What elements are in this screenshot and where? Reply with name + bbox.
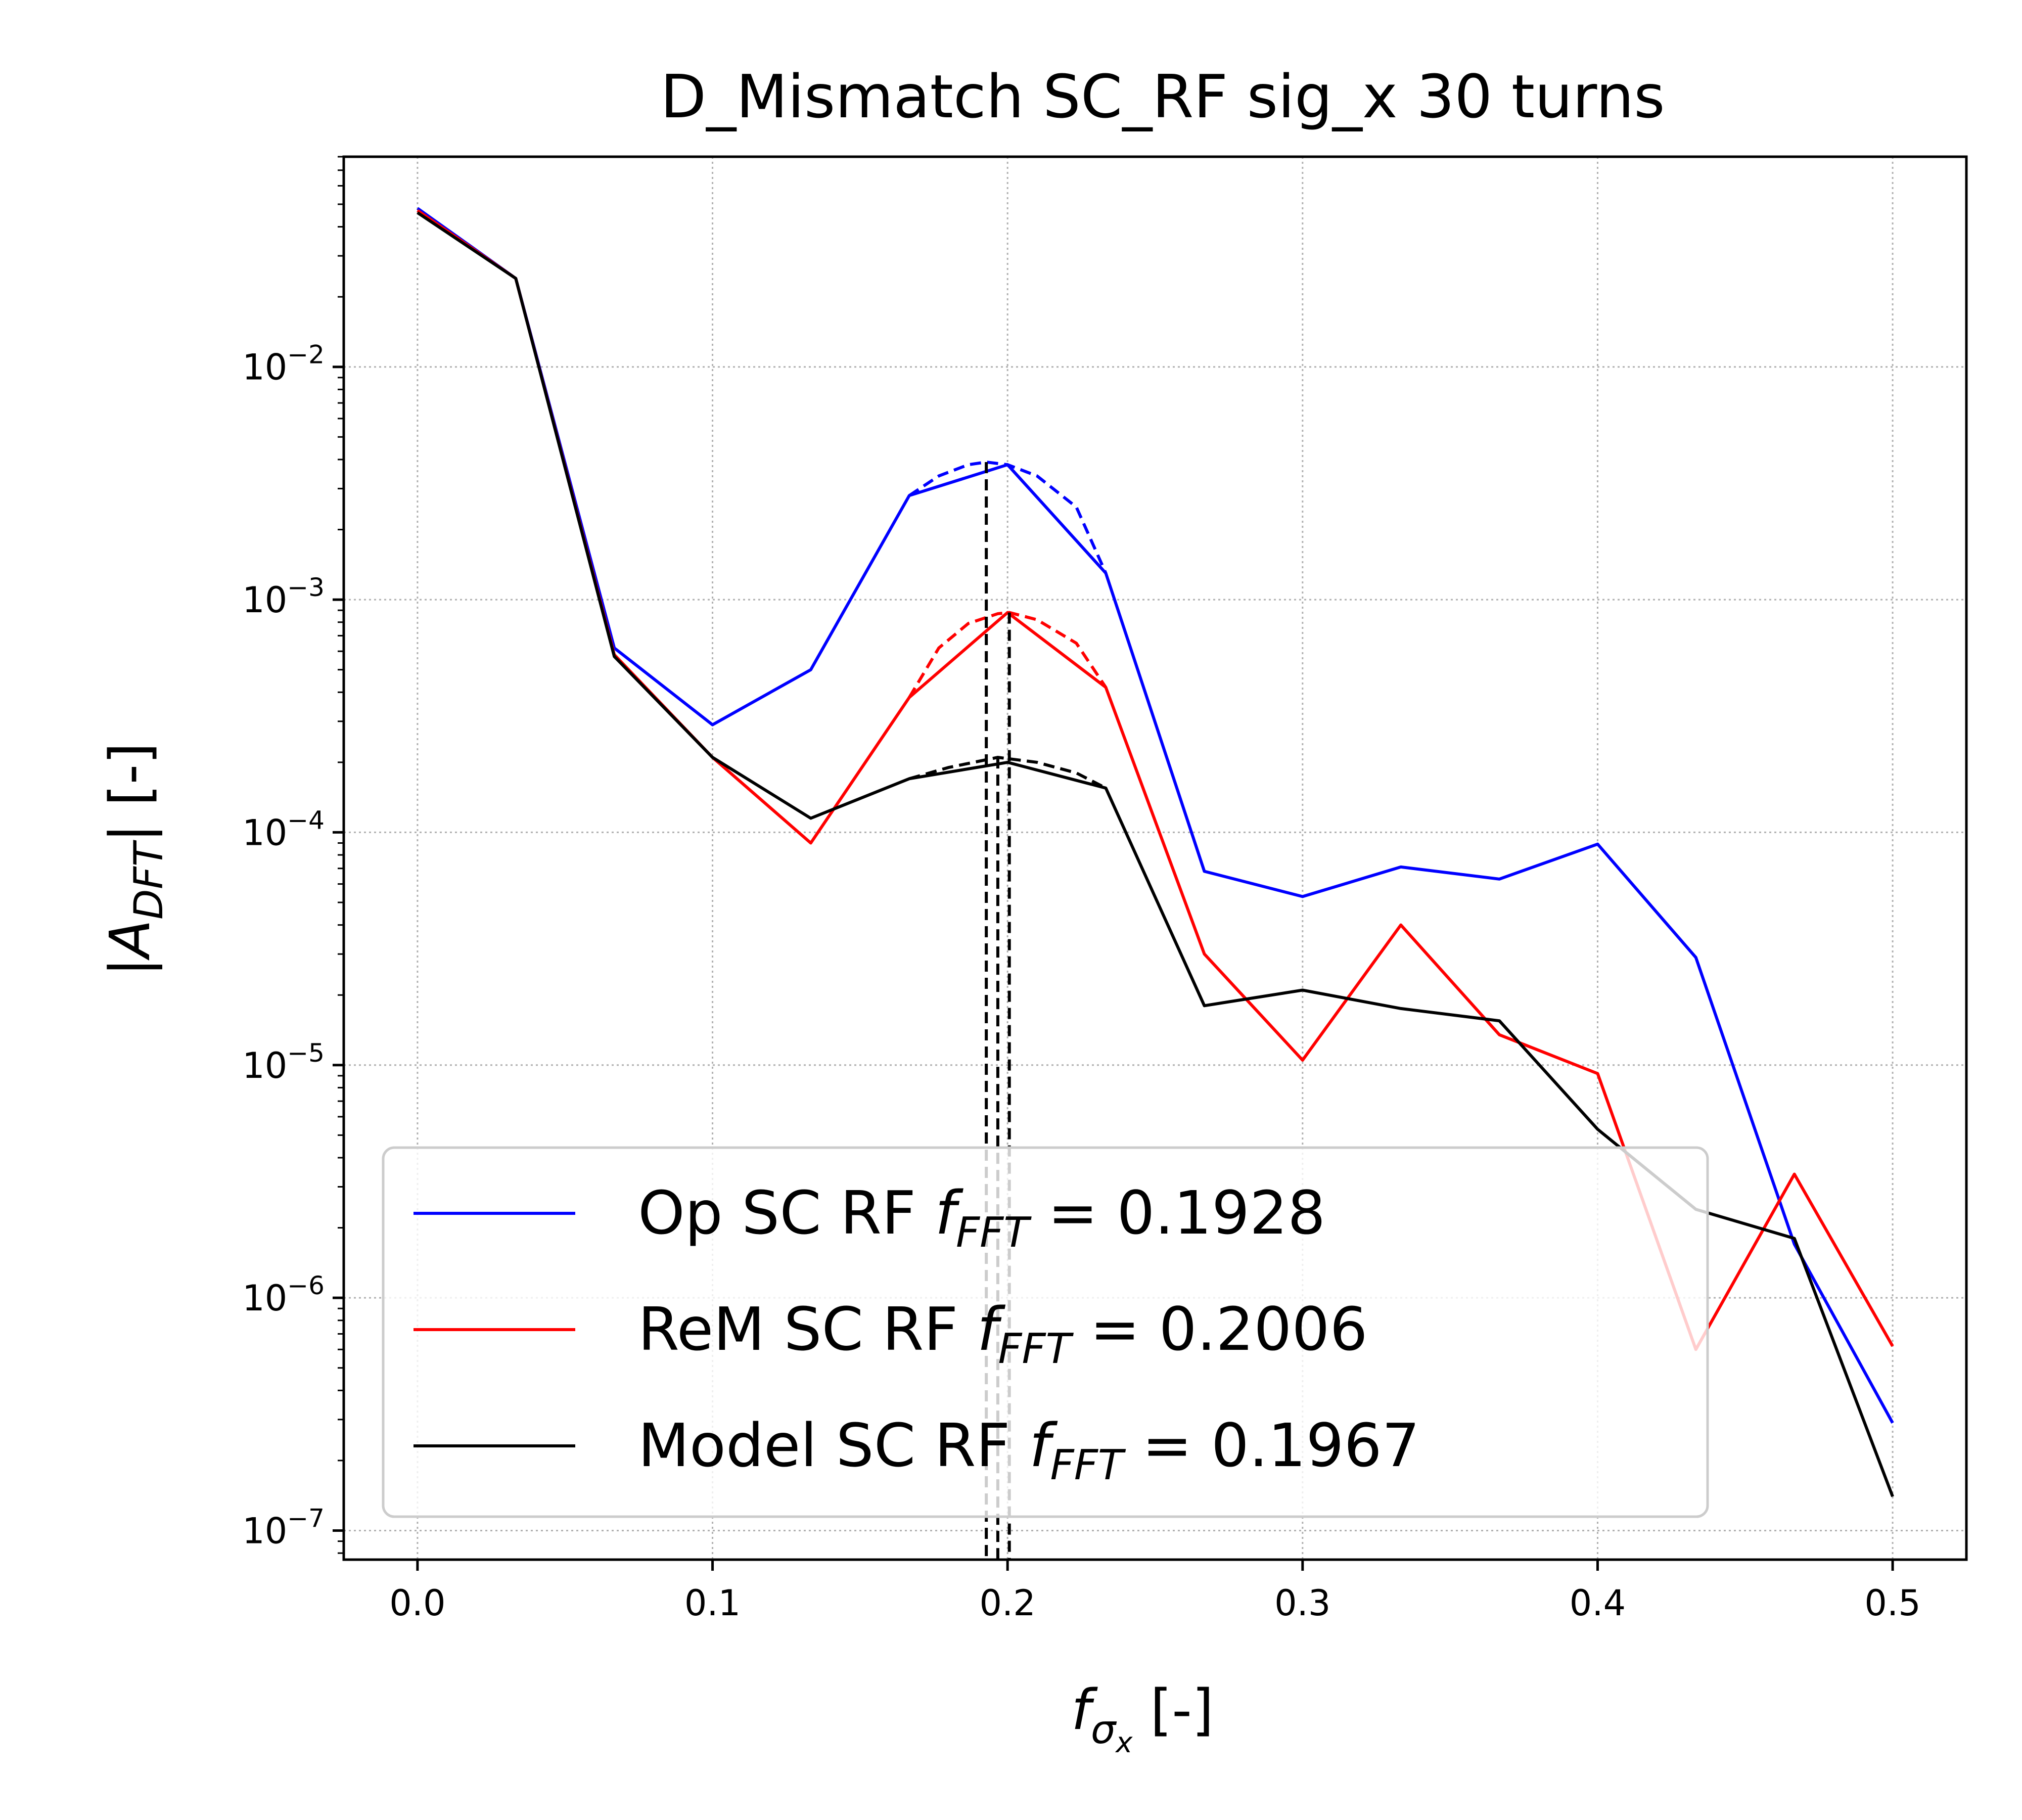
y-tick-label: 10−2 bbox=[242, 340, 325, 388]
series-line-1 bbox=[417, 207, 1894, 1424]
legend-label-3: Model SC RF fFFT = 0.1967 bbox=[638, 1410, 1420, 1489]
peak-fit-curve-1 bbox=[908, 460, 1108, 574]
y-tick-label: 10−7 bbox=[242, 1504, 325, 1552]
y-tick-label: 10−5 bbox=[242, 1038, 325, 1086]
legend: Op SC RF fFFT = 0.1928 ReM SC RF fFFT = 0… bbox=[382, 1146, 1709, 1518]
x-tick-label: 0.3 bbox=[1274, 1582, 1330, 1624]
y-axis-label: |ADFT| [-] bbox=[98, 743, 172, 976]
x-axis-ticks: 0.0 0.1 0.2 0.3 0.4 0.5 bbox=[389, 1560, 1921, 1624]
peak-fit-curve-3 bbox=[908, 756, 1107, 790]
y-tick-label: 10−3 bbox=[242, 573, 325, 621]
x-tick-label: 0.5 bbox=[1864, 1582, 1920, 1624]
peak-fit-curves bbox=[908, 460, 1108, 790]
x-tick-label: 0.2 bbox=[980, 1582, 1036, 1624]
x-tick-label: 0.1 bbox=[684, 1582, 741, 1624]
y-tick-label: 10−6 bbox=[242, 1271, 325, 1319]
legend-label-2: ReM SC RF fFFT = 0.2006 bbox=[638, 1294, 1368, 1373]
legend-label-1: Op SC RF fFFT = 0.1928 bbox=[638, 1178, 1325, 1257]
x-axis-label-suffix: [-] bbox=[1132, 1677, 1214, 1742]
y-axis-ticks: 10−2 10−3 10−4 10−5 10−6 10−7 bbox=[242, 156, 344, 1554]
chart-title: D_Mismatch SC_RF sig_x 30 turns bbox=[660, 62, 1665, 131]
y-axis-label-suffix: | [-] bbox=[98, 743, 163, 843]
x-tick-label: 0.0 bbox=[389, 1582, 445, 1624]
x-tick-label: 0.4 bbox=[1570, 1582, 1626, 1624]
x-axis-label: fσx [-] bbox=[1071, 1677, 1214, 1759]
y-axis-label-prefix: |A bbox=[98, 920, 163, 976]
y-axis-label-sub: DFT bbox=[126, 840, 172, 920]
y-tick-label: 10−4 bbox=[242, 805, 325, 853]
plot-frame bbox=[342, 155, 1968, 1561]
legend-box bbox=[382, 1146, 1709, 1518]
x-axis-label-sub: σ bbox=[1091, 1707, 1117, 1753]
peak-fit-curve-2 bbox=[908, 611, 1107, 699]
x-axis-label-subsub: x bbox=[1115, 1726, 1133, 1759]
